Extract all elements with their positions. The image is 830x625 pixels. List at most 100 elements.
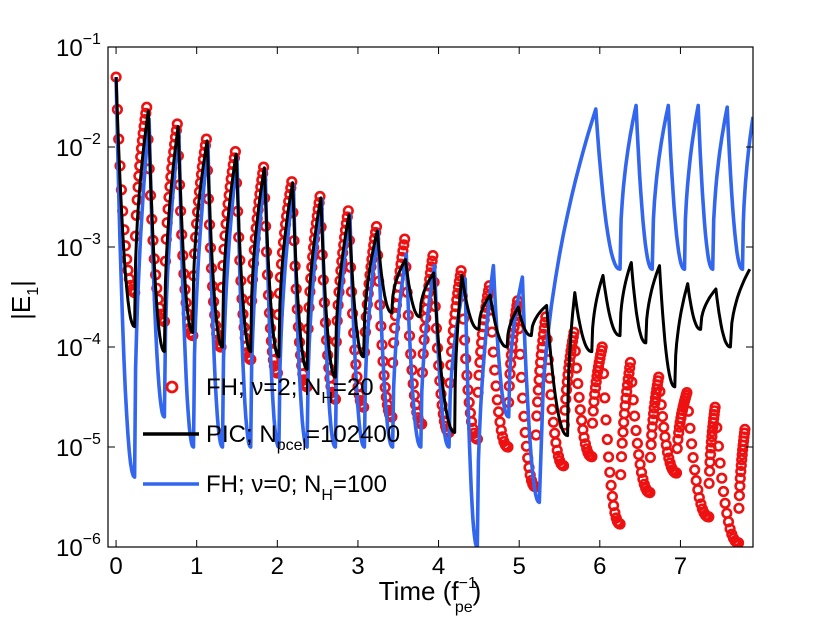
legend-item-pic: PIC; Npcel=102400 [143, 421, 400, 454]
data-point [735, 459, 747, 472]
legend-label: PIC; Npcel=102400 [206, 421, 400, 454]
data-point [589, 388, 601, 400]
data-point [735, 465, 747, 478]
y-tick-label: 10−1 [56, 31, 101, 62]
data-point [495, 424, 507, 436]
series-fh_nu0 [114, 77, 753, 547]
data-point [689, 464, 701, 476]
data-point [570, 362, 583, 374]
data-point [711, 422, 723, 434]
y-axis-label: |E1| [6, 280, 42, 320]
data-point [427, 250, 439, 262]
data-point [121, 253, 133, 265]
data-point [654, 385, 666, 398]
data-point [712, 440, 725, 452]
data-point [646, 421, 658, 433]
data-point [703, 477, 715, 490]
data-point [660, 439, 672, 451]
y-tick-label: 10−4 [56, 331, 101, 362]
data-point [590, 376, 602, 388]
data-point [627, 394, 639, 406]
data-point [596, 341, 608, 353]
data-point [672, 433, 684, 446]
data-point [140, 107, 152, 119]
ticks-layer: 0 1 2 3 4 5 6 7 10−6 10−5 10−4 10−3 10−2 10−1 [56, 31, 753, 580]
data-point [647, 414, 659, 426]
data-point [599, 392, 611, 404]
data-point [597, 368, 610, 380]
data-point [586, 451, 598, 463]
series-pic [114, 77, 752, 438]
data-point [644, 451, 657, 464]
legend-label: FH; ν=2; NH=20 [206, 374, 374, 407]
x-tick-label: 2 [271, 553, 284, 580]
plot-frame [107, 46, 754, 548]
data-point [604, 466, 616, 478]
x-tick-label: 0 [109, 553, 122, 580]
data-point [502, 441, 514, 453]
x-tick-label: 7 [674, 553, 687, 580]
data-point [607, 500, 620, 512]
data-point [656, 411, 669, 423]
data-point [572, 378, 584, 390]
x-tick-label: 4 [432, 553, 445, 580]
data-point [557, 460, 570, 472]
data-point [615, 469, 627, 481]
data-point [493, 406, 505, 418]
data-point [716, 472, 728, 484]
data-point [733, 502, 745, 514]
data-point [732, 537, 745, 547]
data-point [684, 422, 696, 434]
data-point [739, 423, 751, 436]
x-tick-label: 5 [513, 553, 526, 580]
x-tick-label: 6 [593, 553, 606, 580]
legend-item-fh_nu2: FH; ν=2; NH=20 [165, 374, 374, 407]
data-point [661, 446, 674, 458]
legend: FH; ν=2; NH=20 PIC; Npcel=102400 FH; ν=0; … [143, 374, 400, 504]
x-tick-label: 3 [351, 553, 364, 580]
data-point [601, 433, 613, 446]
legend-marker [165, 380, 179, 394]
data-point [693, 492, 705, 504]
data-point [615, 451, 628, 463]
data-point [724, 523, 736, 535]
data-point [614, 518, 626, 530]
data-point [714, 457, 726, 469]
data-point [655, 399, 667, 411]
series-layer [110, 71, 753, 547]
data-point [734, 472, 746, 484]
data-point [709, 401, 721, 413]
data-point [388, 337, 400, 349]
y-tick-label: 10−6 [56, 531, 101, 562]
series-line [114, 77, 753, 547]
y-tick-label: 10−2 [56, 131, 101, 162]
data-point [624, 356, 637, 369]
data-point [605, 479, 617, 492]
series-line [114, 77, 752, 438]
data-point [673, 427, 685, 439]
legend-label: FH; ν=0; NH=100 [206, 471, 387, 504]
data-point [719, 497, 731, 509]
data-point [687, 452, 699, 464]
y-tick-label: 10−5 [56, 431, 101, 462]
data-point [589, 382, 602, 394]
data-point [703, 511, 715, 523]
y-tick-label: 10−3 [56, 231, 101, 262]
data-point [426, 255, 438, 267]
data-point [631, 437, 644, 450]
data-point [635, 466, 648, 479]
data-point [644, 487, 656, 499]
data-point [628, 410, 641, 422]
x-axis-label: Time (f−1 pe) [379, 575, 482, 616]
data-point [670, 467, 683, 479]
data-point [681, 387, 693, 399]
x-tick-label: 1 [190, 553, 203, 580]
data-point [704, 448, 717, 461]
data-point [551, 444, 563, 456]
data-point [630, 424, 642, 437]
data-point [567, 331, 579, 343]
data-point [397, 245, 409, 257]
data-point [682, 405, 695, 417]
data-point [653, 371, 665, 383]
